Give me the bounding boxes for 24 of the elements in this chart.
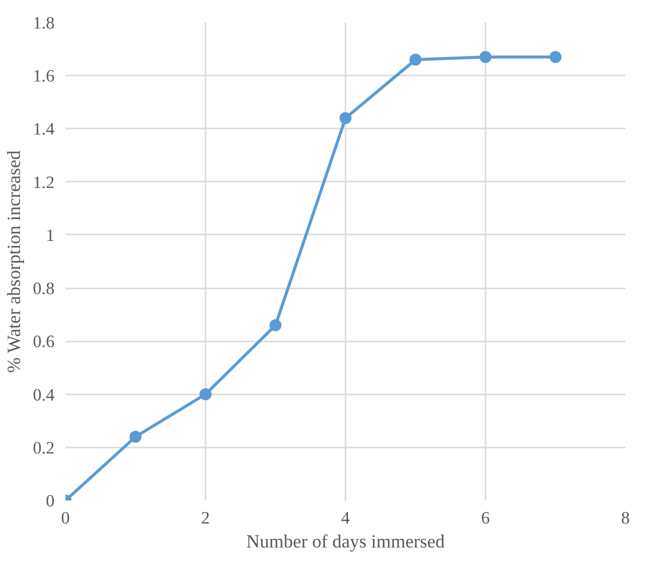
point bbox=[340, 112, 352, 124]
y-tick-label: 0.2 bbox=[32, 438, 55, 458]
y-tick-label: 1.8 bbox=[32, 14, 55, 32]
point bbox=[200, 388, 212, 400]
y-tick-label: 1.6 bbox=[32, 66, 55, 86]
x-tick-label: 4 bbox=[341, 508, 350, 528]
point bbox=[480, 51, 492, 64]
y-tick-label: 0.4 bbox=[32, 385, 55, 404]
x-tick-label: 0 bbox=[61, 508, 70, 528]
y-tick-label: 0.6 bbox=[32, 332, 55, 352]
y-tick-label: 1.2 bbox=[32, 172, 55, 192]
point bbox=[270, 319, 282, 332]
y-tick-label: 1 bbox=[46, 226, 55, 245]
y-tick-label: 0.8 bbox=[32, 279, 55, 298]
x-tick-label: 8 bbox=[621, 508, 630, 528]
y-tick-label: 0 bbox=[46, 492, 55, 510]
y-axis-title: % Water absorption increased bbox=[4, 150, 25, 373]
point bbox=[130, 430, 142, 443]
point bbox=[550, 51, 562, 64]
x-axis-title: Number of days immersed bbox=[246, 532, 446, 552]
y-tick-label: 1.4 bbox=[32, 120, 55, 139]
x-tick-label: 2 bbox=[201, 508, 210, 528]
x-tick-label: 6 bbox=[481, 508, 490, 528]
point bbox=[410, 54, 422, 66]
